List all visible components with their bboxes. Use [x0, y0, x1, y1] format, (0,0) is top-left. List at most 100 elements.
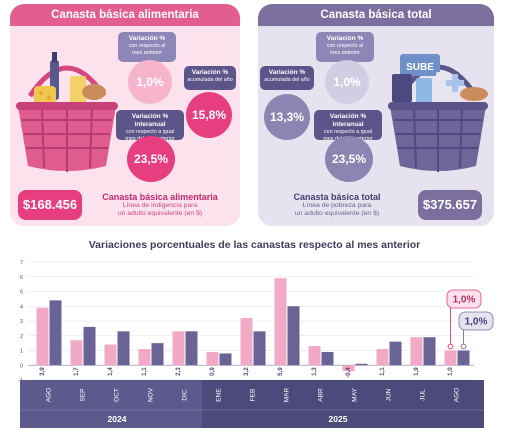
axis-band-2024: [20, 380, 202, 428]
cba-price-desc1: Línea de indigencia para: [122, 202, 198, 209]
cbt-panel-title: Canasta básica total: [258, 4, 494, 26]
y-tick-label: 0: [20, 363, 23, 369]
cbt-price-desc1: Línea de pobreza para: [302, 202, 372, 209]
cba-monthly-sub2: mes anterior: [132, 49, 162, 56]
callout-cbt-box: [458, 311, 494, 331]
month-label: AGO: [46, 388, 53, 402]
chart-title: Variaciones porcentuales de las canastas…: [88, 239, 421, 251]
bar-cbt-label: 2,6: [86, 367, 93, 376]
bar-cba-label: 1,1: [379, 367, 386, 376]
month-label: ABR: [318, 388, 325, 402]
cbt-monthly-sub2: mes anterior: [330, 49, 360, 56]
bar-cbt: [355, 363, 368, 366]
cba-price: $168.456: [18, 190, 82, 220]
bar-cbt: [253, 331, 266, 366]
y-tick-label: 4: [20, 304, 23, 310]
callout-cbt-value: 1,0%: [465, 317, 488, 328]
cbt-ytd-value: 13,3%: [264, 94, 310, 140]
bar-cba-label: 3,9: [39, 367, 46, 376]
cbt-price: $375.657: [418, 190, 482, 220]
cbt-yoy-sub1: con respecto a igual: [323, 129, 373, 135]
cbt-price-description: Canasta básica total Línea de pobreza pa…: [262, 192, 412, 218]
bar-cbt-label: 4,0: [290, 367, 297, 376]
callout-cba-dot: [447, 343, 454, 350]
bar-cba: [36, 307, 49, 366]
bar-cbt-label: 1,5: [154, 367, 161, 376]
bar-cbt: [457, 350, 470, 366]
cba-ytd-tag: Variación % acumulada del año: [184, 66, 236, 90]
bar-cbt-label: 1,0: [460, 367, 467, 376]
callout-cba-value: 1,0%: [453, 295, 476, 306]
cba-monthly-label: Variación %: [128, 35, 166, 42]
cbt-price-name: Canasta básica total: [293, 192, 381, 202]
bar-cba: [172, 331, 185, 366]
bar-cba: [342, 365, 355, 372]
bar-cba: [376, 349, 389, 366]
cbt-yoy-label: Variación % interanual: [329, 113, 367, 128]
year-label: 2025: [329, 414, 348, 424]
month-label: JUL: [420, 389, 427, 401]
y-tick-label: 2: [20, 334, 23, 340]
bar-cbt: [287, 306, 300, 366]
cba-ytd-sub1: acumulada del año: [187, 77, 233, 83]
month-label: AGO: [454, 388, 461, 402]
cbt-monthly-sub1: con respecto al: [326, 43, 364, 49]
cba-monthly-sub1: con respecto al: [128, 43, 166, 49]
year-label: 2024: [108, 414, 127, 424]
bar-cbt-label: 2,3: [188, 367, 195, 376]
bar-cba-label: 0,9: [209, 367, 216, 376]
callout-cbt-dot: [460, 343, 467, 350]
bar-cbt-label: 4,4: [52, 367, 59, 376]
month-label: NOV: [148, 387, 155, 402]
bar-cba-label: 2,3: [175, 367, 182, 376]
bar-cba: [308, 346, 321, 366]
cbt-monthly-label: Variación %: [326, 35, 364, 42]
bar-cbt: [219, 353, 232, 366]
cbt-ytd-label: Variación %: [268, 69, 306, 76]
month-label: MAR: [284, 387, 291, 402]
bar-cba-label: -0,4: [345, 367, 352, 378]
bar-cbt-label: 0,1: [358, 367, 365, 376]
bar-cbt: [423, 337, 436, 366]
bar-cbt: [83, 326, 96, 366]
cba-yoy-tag: Variación % interanual con respecto a ig…: [116, 110, 184, 142]
bar-cba: [444, 350, 457, 366]
cba-price-desc2: un adulto equivalente (en $): [117, 210, 203, 217]
bar-cba-label: 1,7: [73, 367, 80, 376]
bar-cbt: [151, 343, 164, 366]
bar-cbt: [185, 331, 198, 366]
cba-price-name: Canasta básica alimentaria: [102, 192, 218, 202]
bar-cbt-label: 2,3: [256, 367, 263, 376]
cbt-monthly-tag: Variación % con respecto al mes anterior: [316, 32, 374, 62]
bar-cbt-label: 0,8: [222, 367, 229, 376]
y-tick-label: 3: [20, 319, 23, 325]
bar-cbt-label: 1,6: [392, 367, 399, 376]
cbt-ytd-sub1: acumulada del año: [264, 77, 310, 83]
cba-yoy-label: Variación % interanual: [131, 113, 169, 128]
bar-cbt-label: 0,9: [324, 367, 331, 376]
cba-ytd-label: Variación %: [191, 69, 229, 76]
cbt-ytd-tag: Variación % acumulada del año: [260, 66, 314, 90]
bar-cbt: [49, 300, 62, 366]
bar-cba: [240, 318, 253, 366]
bar-cba: [104, 344, 117, 366]
y-tick-label: 1: [20, 349, 23, 355]
bar-cbt: [389, 341, 402, 366]
bar-cba-label: 5,9: [277, 367, 284, 376]
bar-cba: [410, 337, 423, 366]
month-label: DIC: [182, 389, 189, 401]
cba-monthly-tag: Variación % con respecto al mes anterior: [118, 32, 176, 62]
bar-cba: [274, 278, 287, 366]
bar-cbt-label: 2,3: [120, 367, 127, 376]
y-tick-label: 5: [20, 290, 23, 296]
month-label: MAY: [352, 388, 359, 402]
bar-cbt-label: 1,9: [426, 367, 433, 376]
bar-cbt: [117, 331, 130, 366]
bar-cba: [138, 349, 151, 366]
cba-monthly-value: 1,0%: [128, 60, 172, 104]
bar-cba: [206, 351, 219, 366]
cbt-price-desc2: un adulto equivalente (en $): [294, 210, 380, 217]
cbt-basket-icon: SUBE: [388, 54, 488, 172]
bar-cba-label: 3,2: [243, 367, 250, 376]
bar-cba-label: 1,4: [107, 367, 114, 376]
